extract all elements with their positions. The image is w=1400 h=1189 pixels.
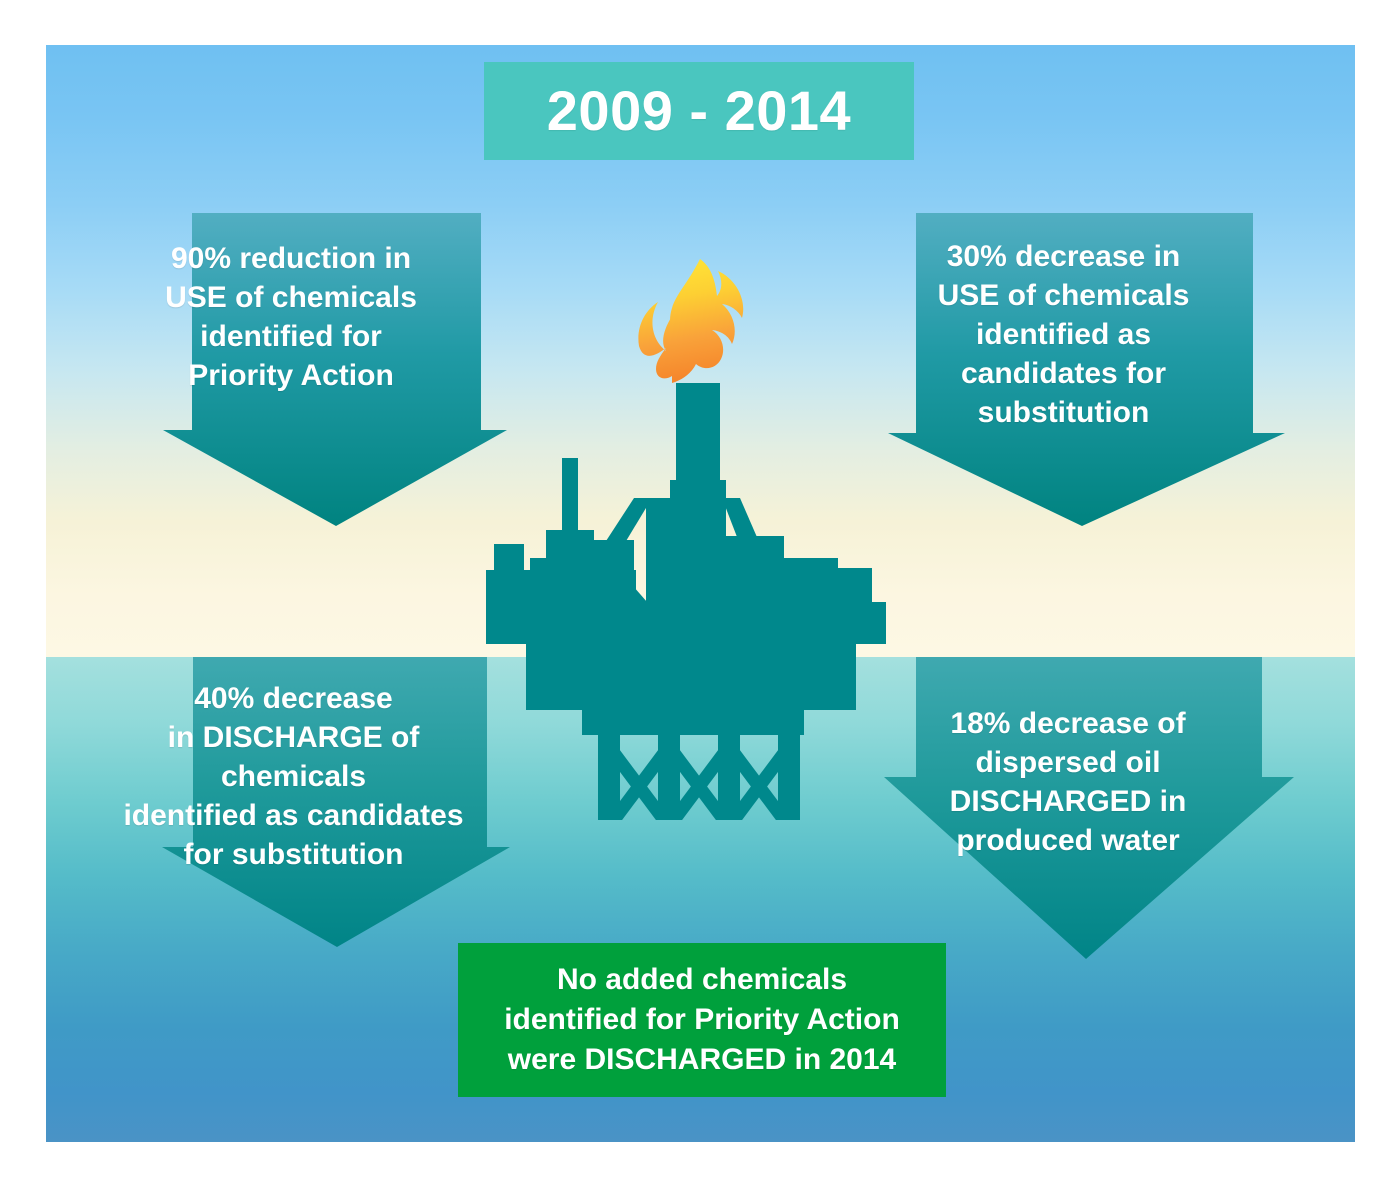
substructure-legs [598,728,800,832]
arrow-br-line-3: DISCHARGED in [949,785,1187,818]
platform-deck [486,602,886,735]
arrow-tl-line-3: identified for [200,320,382,353]
arrow-tr-line-5: substitution [977,396,1150,429]
arrow-tr-line-4: candidates for [960,357,1167,390]
arrow-bl-line-4: identified as candidates [123,799,464,832]
offshore-oil-rig-illustration [486,250,916,832]
green-box-line-3: were DISCHARGED in 2014 [507,1042,897,1076]
arrow-bl-text: 40% decrease in DISCHARGE of chemicals i… [63,679,524,874]
green-box-text: No added chemicals identified for Priori… [504,960,900,1080]
arrow-bl-line-2: in DISCHARGE of [167,721,420,754]
arrow-br-line-4: produced water [956,824,1180,857]
arrow-tr-line-3: identified as [975,318,1152,351]
arrow-bl-line-5: for substitution [183,838,404,871]
period-title-box: 2009 - 2014 [484,62,914,160]
arrow-bl-line-3: chemicals [220,760,367,793]
arrow-tr-line-1: 30% decrease in [946,240,1181,273]
arrow-discharge-substitution: 40% decrease in DISCHARGE of chemicals i… [77,657,510,947]
arrow-br-line-1: 18% decrease of [950,707,1186,740]
scene: 90% reduction in USE of chemicals identi… [46,45,1355,1142]
arrow-dispersed-oil: 18% decrease of dispersed oil DISCHARGED… [842,657,1294,959]
arrow-tl-line-2: USE of chemicals [165,281,417,314]
arrow-tl-line-4: Priority Action [188,359,394,392]
arrow-bl-line-1: 40% decrease [194,682,393,715]
arrow-br-text: 18% decrease of dispersed oil DISCHARGED… [828,704,1308,860]
highlight-green-box: No added chemicals identified for Priori… [458,943,946,1097]
arrow-tr-line-2: USE of chemicals [937,279,1190,312]
arrow-tl-line-1: 90% reduction in [170,242,412,275]
gas-flare-flame [638,259,744,383]
arrow-tl-text: 90% reduction in USE of chemicals identi… [61,239,521,395]
page-title: 2009 - 2014 [546,79,852,142]
green-box-line-2: identified for Priority Action [504,1003,900,1037]
green-box-line-1: No added chemicals [556,963,848,997]
arrow-use-priority-action: 90% reduction in USE of chemicals identi… [75,213,507,526]
arrow-tr-text: 30% decrease in USE of chemicals identif… [828,237,1299,432]
arrow-br-line-2: dispersed oil [975,746,1161,779]
arrow-use-substitution: 30% decrease in USE of chemicals identif… [842,213,1285,526]
